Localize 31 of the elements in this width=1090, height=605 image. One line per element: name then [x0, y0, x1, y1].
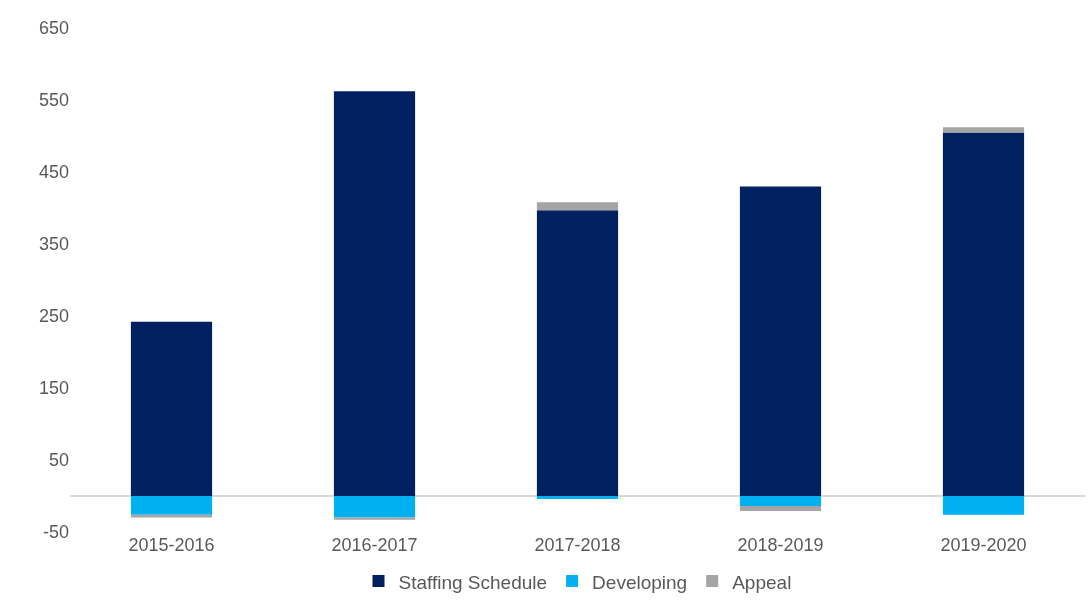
bar: [536, 202, 619, 211]
legend-label: Staffing Schedule: [398, 571, 548, 593]
y-tick-label: 650: [38, 18, 69, 39]
legend-label: Developing: [592, 571, 688, 593]
bar: [942, 132, 1025, 496]
x-tick-label: 2018-2019: [737, 535, 824, 555]
y-tick-label: 250: [38, 306, 69, 327]
bar: [536, 496, 619, 499]
x-tick-label: 2016-2017: [331, 535, 418, 555]
bar: [739, 496, 822, 507]
bar: [739, 506, 822, 512]
y-tick-label: 350: [38, 234, 69, 255]
bar: [130, 514, 213, 518]
y-tick-label: 50: [48, 450, 69, 471]
bar: [130, 321, 213, 496]
bar: [333, 91, 416, 496]
y-tick-label: 450: [38, 162, 69, 183]
bar: [333, 496, 416, 518]
bar: [333, 517, 416, 520]
y-tick-label: -50: [42, 522, 69, 543]
x-tick-label: 2017-2018: [534, 535, 621, 555]
bar: [739, 186, 822, 496]
bar: [536, 210, 619, 496]
x-tick-label: 2015-2016: [128, 535, 215, 555]
bar: [130, 496, 213, 515]
legend-label: Appeal: [732, 571, 792, 593]
bar: [942, 127, 1025, 133]
y-tick-label: 150: [38, 378, 69, 399]
y-tick-label: 550: [38, 90, 69, 111]
x-tick-label: 2019-2020: [940, 535, 1027, 555]
bar: [942, 496, 1025, 515]
